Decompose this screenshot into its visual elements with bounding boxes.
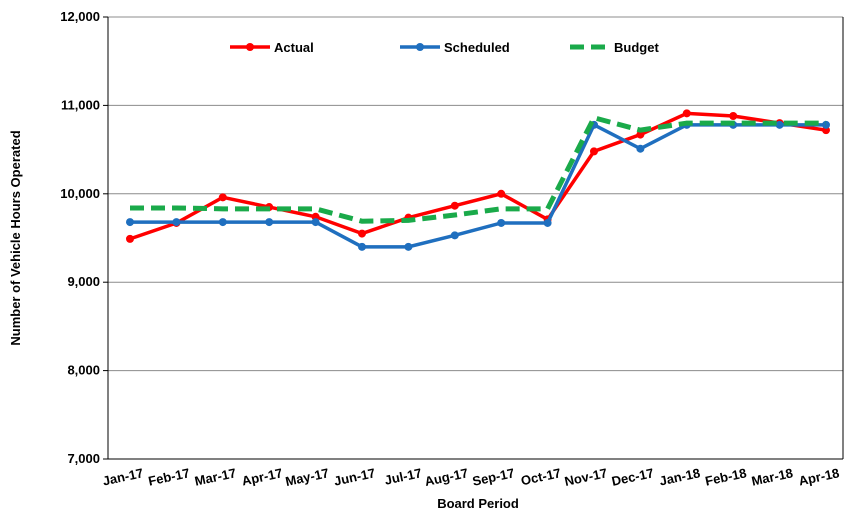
- legend-label: Actual: [274, 40, 314, 55]
- data-point: [497, 189, 506, 198]
- data-point: [543, 218, 552, 227]
- series-line: [130, 122, 826, 249]
- data-point: [590, 147, 598, 156]
- x-tick-label: Dec-17: [610, 465, 655, 489]
- x-tick-label: Feb-17: [147, 465, 191, 488]
- x-tick-label: Feb-18: [704, 465, 748, 488]
- x-tick-label: May-17: [284, 465, 330, 489]
- x-tick-label: Mar-18: [750, 465, 794, 488]
- data-point: [450, 201, 459, 210]
- data-point: [126, 234, 134, 243]
- y-axis-title: Number of Vehicle Hours Operated: [8, 130, 23, 345]
- data-point: [497, 218, 506, 227]
- legend-label: Budget: [614, 40, 659, 55]
- x-tick-label: Jun-17: [333, 465, 377, 488]
- data-point: [311, 218, 320, 227]
- x-tick-label: Aug-17: [423, 465, 469, 489]
- x-tick-label: Mar-17: [193, 465, 237, 488]
- data-point: [218, 193, 227, 202]
- x-tick-label: Jan-18: [658, 465, 701, 488]
- data-point: [636, 144, 645, 153]
- y-tick-label: 10,000: [60, 186, 100, 201]
- data-point: [218, 218, 227, 227]
- x-tick-label: Apr-17: [240, 465, 283, 488]
- series-line: [130, 114, 826, 224]
- data-point: [450, 231, 459, 240]
- x-axis-title: Board Period: [437, 496, 519, 511]
- data-point: [682, 109, 691, 118]
- x-tick-label: Jul-17: [383, 465, 423, 487]
- y-tick-label: 11,000: [61, 97, 100, 112]
- data-point: [126, 218, 134, 227]
- y-tick-label: 12,000: [60, 9, 100, 24]
- legend-label: Scheduled: [444, 40, 510, 55]
- data-point: [404, 242, 413, 251]
- x-tick-label: Oct-17: [520, 465, 563, 488]
- x-tick-label: Jan-17: [101, 465, 144, 488]
- data-point: [265, 218, 274, 227]
- legend-marker: [246, 43, 254, 51]
- y-tick-label: 7,000: [67, 451, 100, 466]
- x-tick-label: Nov-17: [563, 465, 609, 489]
- y-tick-label: 9,000: [67, 274, 100, 289]
- x-tick-label: Apr-18: [797, 465, 840, 488]
- x-tick-label: Sep-17: [471, 465, 516, 489]
- data-point: [775, 120, 784, 129]
- data-point: [729, 112, 738, 121]
- data-point: [358, 242, 366, 251]
- data-point: [172, 218, 181, 227]
- data-point: [358, 229, 366, 238]
- y-tick-label: 8,000: [67, 363, 100, 378]
- data-point: [636, 130, 645, 139]
- legend-marker: [416, 43, 424, 51]
- series-line: [129, 111, 827, 241]
